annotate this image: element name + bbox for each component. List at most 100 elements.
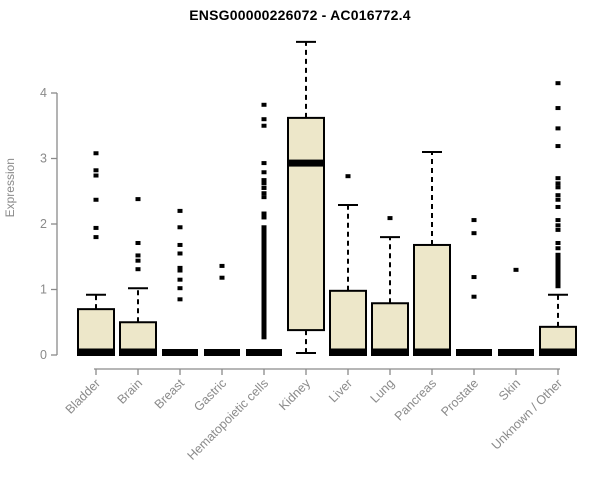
x-tick-label: Gastric <box>191 376 229 414</box>
outlier-point <box>555 281 561 286</box>
outlier-point <box>555 276 561 281</box>
y-tick-label: 1 <box>40 283 47 297</box>
x-tick-label: Pancreas <box>392 376 439 423</box>
outlier-point <box>93 168 99 173</box>
outlier-point <box>135 253 141 258</box>
outlier-point <box>555 185 561 190</box>
outlier-point <box>555 278 561 283</box>
outlier-point <box>555 268 561 273</box>
outlier-point <box>93 151 99 156</box>
x-tick-label: Bladder <box>63 376 103 416</box>
outlier-point <box>177 297 183 302</box>
outlier-point <box>555 193 561 198</box>
median-line <box>330 348 366 356</box>
x-tick-label: Brain <box>115 376 146 407</box>
outlier-point <box>555 263 561 268</box>
outlier-point <box>555 246 561 251</box>
outlier-point <box>555 176 561 181</box>
outlier-point <box>555 223 561 228</box>
outlier-point <box>555 204 561 209</box>
outlier-point <box>177 277 183 282</box>
outlier-point <box>135 240 141 245</box>
median-line <box>120 348 156 356</box>
box <box>329 289 367 356</box>
outlier-point <box>135 258 141 263</box>
median-line <box>372 348 408 356</box>
outlier-point <box>555 218 561 223</box>
box <box>287 116 325 332</box>
outlier-point <box>261 117 267 122</box>
flat-box <box>162 349 198 356</box>
outlier-point <box>261 181 267 186</box>
outlier-point <box>555 181 561 186</box>
outlier-point <box>177 286 183 291</box>
x-tick-label: Lung <box>368 376 398 406</box>
outlier-point <box>261 170 267 175</box>
outlier-point <box>387 216 393 221</box>
outlier-point <box>555 144 561 149</box>
outlier-point <box>135 197 141 202</box>
outlier-point <box>471 218 477 223</box>
box <box>371 302 409 357</box>
chart-title: ENSG00000226072 - AC016772.4 <box>189 7 411 23</box>
outlier-point <box>555 227 561 232</box>
outlier-point <box>261 178 267 183</box>
outlier-point <box>261 185 267 190</box>
flat-box <box>498 349 534 356</box>
y-tick-label: 4 <box>40 86 47 100</box>
outlier-point <box>555 271 561 276</box>
outlier-point <box>555 284 561 289</box>
outlier-point <box>555 106 561 111</box>
outlier-point <box>261 215 267 220</box>
outlier-point <box>261 191 267 196</box>
outlier-point <box>555 81 561 86</box>
outlier-point <box>177 265 183 270</box>
outlier-point <box>513 267 519 272</box>
median-line <box>540 348 576 356</box>
x-tick-label: Liver <box>326 376 355 405</box>
outlier-point <box>135 267 141 272</box>
outlier-point <box>219 275 225 280</box>
box <box>413 243 451 357</box>
outlier-point <box>261 102 267 107</box>
y-tick-label: 3 <box>40 152 47 166</box>
outlier-point <box>555 273 561 278</box>
outlier-point <box>471 294 477 299</box>
outlier-point <box>177 208 183 213</box>
outlier-point <box>555 265 561 270</box>
outlier-point <box>261 123 267 128</box>
box <box>77 308 115 356</box>
outlier-point <box>555 258 561 263</box>
outlier-point <box>555 126 561 131</box>
x-tick-label: Breast <box>152 376 188 412</box>
outlier-point <box>345 174 351 179</box>
x-tick-label: Skin <box>496 376 523 403</box>
outlier-point <box>261 161 267 166</box>
outlier-point <box>93 235 99 240</box>
outlier-point <box>177 268 183 273</box>
y-tick-label: 2 <box>40 217 47 231</box>
x-tick-label: Unknown / Other <box>489 376 565 452</box>
outlier-point <box>93 225 99 230</box>
outlier-point <box>93 173 99 178</box>
outlier-point <box>261 195 267 200</box>
x-tick-label: Hematopoietic cells <box>185 376 272 463</box>
y-tick-label: 0 <box>40 348 47 362</box>
x-tick-label: Prostate <box>438 376 481 419</box>
outlier-point <box>177 242 183 247</box>
outlier-point <box>471 231 477 236</box>
median-line <box>78 348 114 356</box>
outlier-point <box>219 263 225 268</box>
outlier-point <box>177 225 183 230</box>
flat-box <box>204 349 240 356</box>
outlier-point <box>93 197 99 202</box>
outlier-point <box>555 255 561 260</box>
median-line <box>414 348 450 356</box>
flat-box <box>246 349 282 356</box>
median-line <box>288 159 324 167</box>
outlier-point <box>555 240 561 245</box>
outlier-point <box>555 260 561 265</box>
outlier-point <box>261 335 267 340</box>
